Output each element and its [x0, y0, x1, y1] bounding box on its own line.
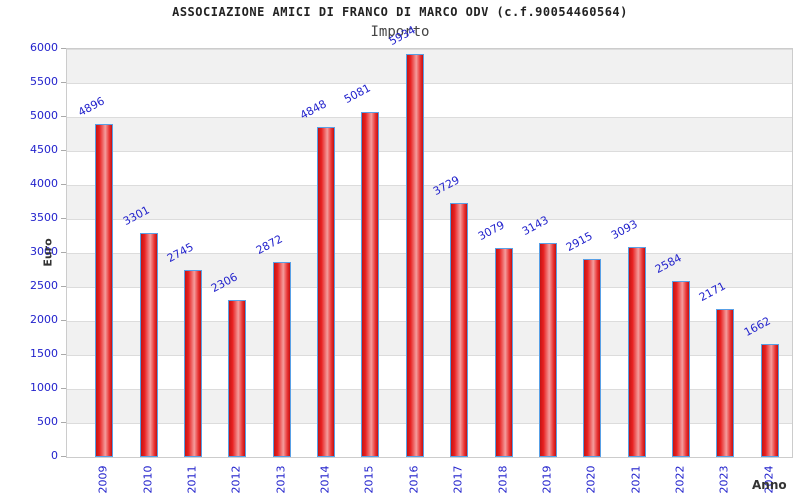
bar — [583, 258, 602, 457]
y-tick-mark — [61, 48, 66, 49]
x-tick-label: 2012 — [229, 465, 243, 494]
x-tick-label: 2019 — [540, 465, 554, 494]
bar — [538, 243, 557, 457]
x-tick-label: 2020 — [584, 465, 598, 494]
bar — [405, 53, 424, 457]
y-tick-mark — [61, 116, 66, 117]
y-tick-label: 5000 — [30, 109, 58, 122]
bar — [716, 309, 735, 457]
chart-subtitle: Importo — [370, 24, 430, 40]
x-tick-label: 2016 — [407, 465, 421, 494]
bar — [672, 281, 691, 457]
y-tick-label: 2000 — [30, 313, 58, 326]
x-tick-label: 2015 — [362, 465, 376, 494]
y-tick-mark — [61, 82, 66, 83]
bar — [361, 111, 380, 457]
x-tick-label: 2009 — [96, 465, 110, 494]
x-tick-label: 2013 — [274, 465, 288, 494]
y-tick-label: 4000 — [30, 177, 58, 190]
y-tick-label: 3000 — [30, 245, 58, 258]
bar — [450, 203, 469, 457]
bar — [494, 247, 513, 457]
bar — [228, 300, 247, 457]
bar — [95, 124, 114, 457]
y-tick-label: 6000 — [30, 41, 58, 54]
y-tick-label: 500 — [37, 415, 58, 428]
x-tick-label: 2021 — [629, 465, 643, 494]
x-tick-label: 2014 — [318, 465, 332, 494]
y-tick-mark — [61, 456, 66, 457]
x-tick-label: 2017 — [451, 465, 465, 494]
y-tick-mark — [61, 184, 66, 185]
x-tick-label: 2023 — [717, 465, 731, 494]
y-tick-mark — [61, 422, 66, 423]
bar — [627, 246, 646, 457]
y-tick-label: 5500 — [30, 75, 58, 88]
y-tick-mark — [61, 388, 66, 389]
y-tick-mark — [61, 320, 66, 321]
x-axis-title: Anno — [752, 478, 787, 492]
y-tick-label: 1000 — [30, 381, 58, 394]
bar — [272, 261, 291, 457]
bar — [183, 270, 202, 457]
y-tick-label: 4500 — [30, 143, 58, 156]
x-tick-label: 2018 — [496, 465, 510, 494]
y-tick-label: 3500 — [30, 211, 58, 224]
y-tick-label: 1500 — [30, 347, 58, 360]
chart-title: ASSOCIAZIONE AMICI DI FRANCO DI MARCO OD… — [172, 5, 628, 19]
bar — [317, 127, 336, 457]
x-tick-label: 2011 — [185, 465, 199, 494]
y-tick-mark — [61, 218, 66, 219]
y-tick-mark — [61, 354, 66, 355]
x-tick-label: 2010 — [141, 465, 155, 494]
bar — [760, 343, 779, 457]
x-tick-label: 2022 — [673, 465, 687, 494]
y-tick-label: 0 — [51, 449, 58, 462]
y-tick-mark — [61, 286, 66, 287]
y-tick-mark — [61, 252, 66, 253]
plot-area — [66, 48, 793, 458]
y-tick-label: 2500 — [30, 279, 58, 292]
y-axis-title: Euro — [41, 238, 55, 267]
y-tick-mark — [61, 150, 66, 151]
bar — [139, 232, 158, 457]
